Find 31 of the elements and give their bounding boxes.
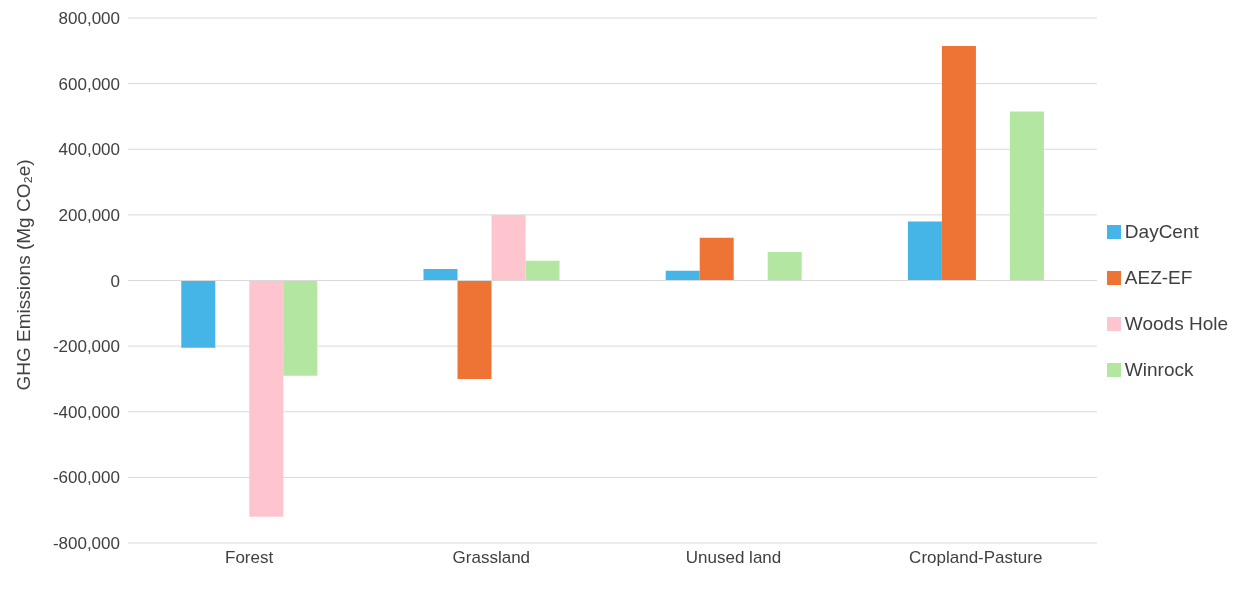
bar xyxy=(699,237,734,281)
y-tick-label: 0 xyxy=(110,271,120,291)
bar xyxy=(665,270,700,281)
y-tick-label: 200,000 xyxy=(58,205,120,225)
y-tick-label: 800,000 xyxy=(58,9,120,29)
x-tick-label: Grassland xyxy=(452,548,531,568)
x-tick-label: Unused land xyxy=(685,548,782,568)
bar xyxy=(181,280,216,348)
y-tick-label: -800,000 xyxy=(52,534,120,554)
x-tick-label: Forest xyxy=(225,548,274,568)
bar xyxy=(457,280,492,379)
y-tick-label: -400,000 xyxy=(52,402,120,422)
bar xyxy=(525,260,560,281)
bar xyxy=(907,221,942,281)
y-tick-label: -600,000 xyxy=(52,468,120,488)
bar xyxy=(1009,111,1044,281)
legend-label: Woods Hole xyxy=(1124,312,1228,334)
bar xyxy=(283,280,318,376)
y-tick-label: 400,000 xyxy=(58,140,120,160)
bar xyxy=(767,251,802,281)
legend-label: Winrock xyxy=(1124,358,1194,380)
bar xyxy=(491,214,526,281)
y-tick-label: -200,000 xyxy=(52,337,120,357)
y-axis-title: GHG Emissions (Mg CO₂e) xyxy=(12,159,34,391)
bar xyxy=(249,280,284,517)
x-tick-label: Cropland-Pasture xyxy=(909,548,1043,568)
legend-label: DayCent xyxy=(1124,220,1199,242)
y-tick-label: 600,000 xyxy=(58,74,120,94)
bar xyxy=(423,269,458,281)
bar xyxy=(941,45,976,281)
legend-label: AEZ-EF xyxy=(1124,266,1193,288)
